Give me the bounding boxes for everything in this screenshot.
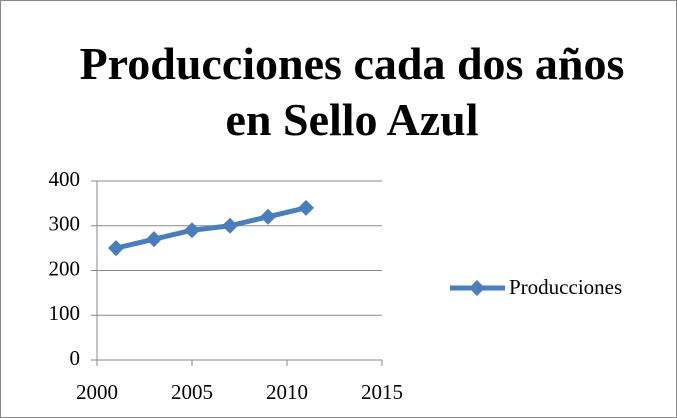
legend-marker <box>469 280 485 296</box>
y-tick-label: 100 <box>49 301 81 325</box>
legend-label: Producciones <box>509 275 622 299</box>
y-tick-label: 200 <box>49 256 81 280</box>
x-tick-label: 2015 <box>361 380 403 404</box>
marker <box>222 217 238 234</box>
marker <box>184 222 200 239</box>
marker <box>146 231 162 248</box>
y-tick-label: 300 <box>49 212 81 236</box>
series-line <box>115 205 307 251</box>
y-tick-label: 400 <box>49 167 81 191</box>
x-tick-label: 2000 <box>76 380 118 404</box>
y-tick-label: 0 <box>70 346 81 370</box>
marker <box>260 208 276 225</box>
marker <box>298 199 314 216</box>
x-tick-label: 2010 <box>266 380 308 404</box>
x-tick-label: 2005 <box>171 380 213 404</box>
chart-title: Producciones cada dos años en Sello Azul <box>79 38 625 145</box>
marker <box>108 240 124 257</box>
